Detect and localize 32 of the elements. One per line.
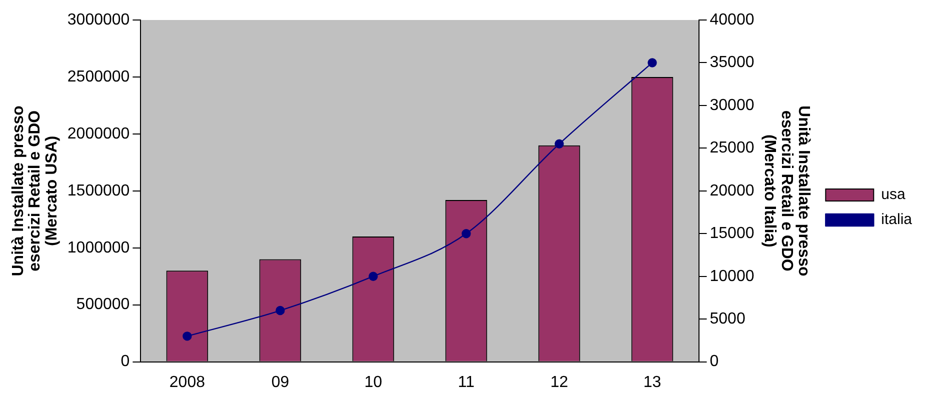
x-tick-label: 11 (458, 374, 475, 391)
x-tick-label: 12 (550, 374, 568, 391)
legend-label: italia (881, 211, 913, 228)
y2-tick-label: 30000 (710, 96, 754, 114)
y2-axis-title: Unità Installate presso esercizi Retail e GDO (Mercato Italia) (761, 106, 812, 276)
x-tick-label: 09 (271, 374, 290, 391)
point (648, 58, 657, 68)
y2-tick-label: 35000 (710, 54, 754, 72)
y2-tick-label: 40000 (710, 11, 754, 28)
y2-tick-label: 20000 (710, 182, 754, 200)
y-axis-title: Unità Installate presso esercizi Retail e GDO (Mercato USA) (10, 105, 60, 276)
point (182, 332, 192, 341)
y-tick-label: 3000000 (67, 11, 130, 28)
point (276, 306, 285, 316)
y-tick-label: 0 (120, 353, 130, 370)
y2-tick-label: 5000 (710, 310, 746, 328)
legend-label: usa (881, 186, 906, 204)
y-tick-label: 1500000 (67, 182, 130, 200)
x-tick-label: 2008 (169, 374, 206, 391)
y2-tick-label: 15000 (710, 225, 754, 242)
y2-tick-label: 10000 (710, 268, 754, 285)
x-tick-label: 10 (364, 374, 382, 391)
y-tick-label: 2500000 (67, 68, 130, 86)
point (462, 229, 471, 238)
y-tick-label: 500000 (76, 296, 130, 314)
x-tick-label: 13 (643, 374, 662, 391)
point (554, 139, 564, 149)
point (368, 272, 378, 281)
y-tick-label: 1000000 (67, 239, 130, 256)
y2-tick-label: 0 (710, 353, 719, 370)
y-tick-label: 2000000 (67, 125, 130, 142)
y2-tick-label: 25000 (710, 140, 754, 157)
